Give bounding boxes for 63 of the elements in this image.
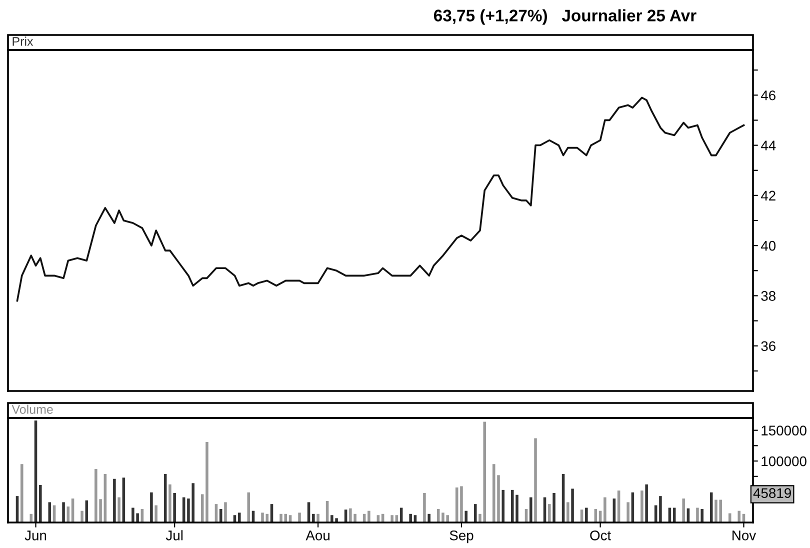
bar <box>113 478 116 522</box>
bar <box>80 510 84 522</box>
line-series <box>16 96 745 302</box>
y-tick-label: 100000 <box>762 456 806 466</box>
bar <box>150 492 153 522</box>
y-tick-label: 42 <box>760 190 776 200</box>
bar <box>696 508 699 522</box>
y-tick-label: 46 <box>760 90 776 100</box>
bar <box>534 438 537 522</box>
bar <box>173 492 176 522</box>
bar <box>659 496 662 522</box>
bar <box>700 508 704 522</box>
bar <box>640 490 644 522</box>
bar <box>552 492 556 522</box>
bar <box>62 502 65 522</box>
bar <box>312 514 315 522</box>
bar <box>298 512 301 522</box>
bar <box>118 497 120 522</box>
bar <box>460 486 463 522</box>
bar <box>39 485 42 522</box>
bar <box>585 508 588 522</box>
y-tick-label: 36 <box>761 341 776 352</box>
x-tick-label: Sep <box>450 530 474 544</box>
text: 45819 <box>753 488 791 498</box>
x-tick-label: Jun <box>24 530 46 540</box>
bar <box>728 513 732 522</box>
bar <box>464 510 468 522</box>
bar <box>409 514 412 522</box>
bar <box>224 502 227 522</box>
bar <box>30 514 33 522</box>
bar <box>168 484 172 522</box>
x-tick-label: Aou <box>306 530 330 540</box>
bar <box>571 488 574 522</box>
bar <box>368 510 370 522</box>
bar <box>247 492 250 522</box>
bar <box>566 502 570 522</box>
y-tick-label: 40 <box>760 240 776 251</box>
bar <box>502 490 505 522</box>
bar <box>604 497 606 522</box>
x-tick-label: Oct <box>590 530 611 540</box>
bar <box>682 498 685 522</box>
bar <box>626 502 630 522</box>
x-tick-label: Nov <box>732 530 756 540</box>
bar <box>20 464 24 522</box>
bar <box>645 484 648 522</box>
chart-title: Volume <box>12 404 53 414</box>
bar <box>316 514 320 522</box>
x-tick-label: Jul <box>166 530 183 540</box>
y-tick-label: 150000 <box>762 426 806 436</box>
bar <box>206 442 208 522</box>
bar <box>738 510 741 522</box>
y-tick-label: 38 <box>761 291 776 301</box>
chart-title: Prix <box>12 36 34 46</box>
bar <box>390 515 394 522</box>
bar <box>548 504 551 522</box>
bar <box>238 512 241 522</box>
text: 63,75 (+1,27%) Journalier 25 Avr <box>434 9 696 25</box>
bar <box>280 514 282 522</box>
bar <box>530 497 532 522</box>
bar <box>428 514 430 522</box>
bar <box>423 492 426 522</box>
bar <box>154 505 158 522</box>
y-tick-label: 44 <box>760 140 776 150</box>
